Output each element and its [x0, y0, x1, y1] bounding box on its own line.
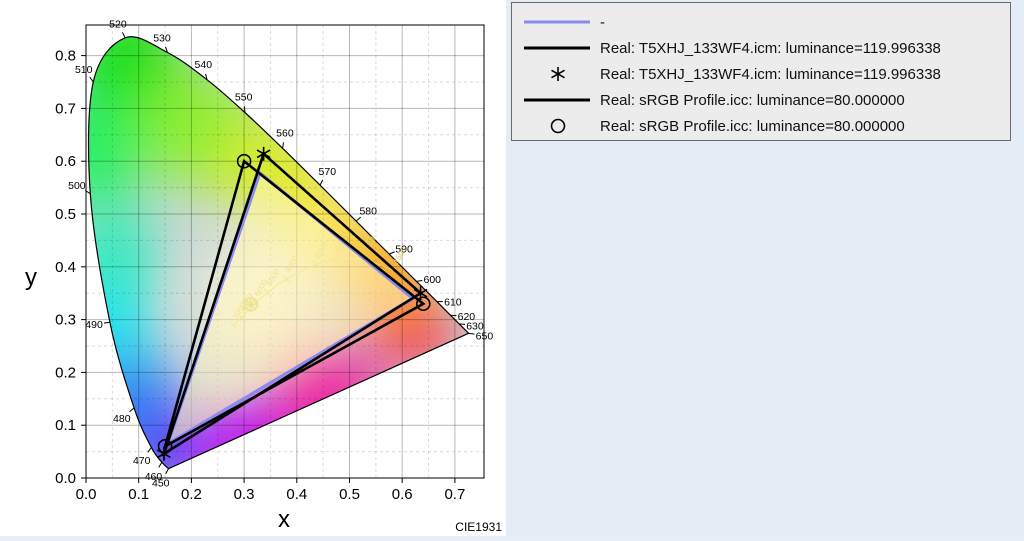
wavelength-label: 560: [276, 127, 294, 139]
wavelength-label: 510: [75, 64, 93, 76]
wavelength-label: 540: [195, 59, 213, 71]
x-tick-label: 0.0: [76, 486, 97, 503]
y-tick-label: 0.7: [55, 100, 76, 117]
y-tick-label: 0.8: [55, 48, 76, 65]
x-tick-label: 0.6: [392, 486, 413, 503]
x-tick-label: 0.2: [181, 486, 202, 503]
legend-label: -: [600, 14, 605, 31]
y-tick-label: 0.3: [55, 312, 76, 329]
legend-item: Real: sRGB Profile.icc: luminance=80.000…: [512, 87, 1010, 113]
wavelength-label: 500: [68, 180, 86, 192]
x-tick-label: 0.7: [444, 486, 465, 503]
circle-marker-icon: [520, 113, 594, 139]
wavelength-label: 550: [235, 92, 253, 104]
wavelength-label: 600: [424, 274, 442, 286]
x-tick-label: 0.4: [286, 486, 307, 503]
legend-line-swatch: [520, 87, 594, 113]
legend-label: Real: T5XHJ_133WF4.icm: luminance=119.99…: [600, 66, 941, 83]
legend-line-swatch: [520, 9, 594, 35]
wavelength-label: 520: [109, 18, 127, 30]
wavelength-label: 470: [133, 455, 151, 467]
wavelength-tick: [459, 324, 465, 325]
wavelength-label: 580: [359, 206, 377, 218]
x-tick-label: 0.5: [339, 486, 360, 503]
y-tick-label: 0.6: [55, 153, 76, 170]
wavelength-label: 460: [145, 471, 163, 483]
legend-label: Real: sRGB Profile.icc: luminance=80.000…: [600, 92, 905, 109]
y-axis-label: y: [25, 264, 37, 291]
wavelength-label: 570: [319, 166, 337, 178]
legend-item: Real: T5XHJ_133WF4.icm: luminance=119.99…: [512, 61, 1010, 87]
legend-item: -: [512, 9, 1010, 35]
legend-label: Real: sRGB Profile.icc: luminance=80.000…: [600, 118, 905, 135]
wavelength-label: 650: [476, 331, 494, 343]
x-axis-label: x: [278, 506, 290, 533]
legend: - Real: T5XHJ_133WF4.icm: luminance=119.…: [511, 2, 1011, 141]
legend-line-swatch: [520, 35, 594, 61]
asterisk-marker-icon: [520, 61, 594, 87]
wavelength-label: 490: [85, 319, 103, 331]
y-tick-label: 0.1: [55, 417, 76, 434]
legend-item: Real: T5XHJ_133WF4.icm: luminance=119.99…: [512, 35, 1010, 61]
wavelength-label: 480: [113, 413, 131, 425]
wavelength-label: 530: [153, 32, 171, 44]
y-tick-label: 0.2: [55, 364, 76, 381]
wavelength-label: 610: [444, 296, 462, 308]
y-tick-label: 0.5: [55, 206, 76, 223]
diagram-standard-label: CIE1931: [455, 520, 502, 534]
legend-item: Real: sRGB Profile.icc: luminance=80.000…: [512, 113, 1010, 139]
y-tick-label: 0.4: [55, 259, 76, 276]
cie-chromaticity-chart: 4504604704804905005105205305405505605705…: [0, 0, 506, 536]
x-tick-label: 0.1: [128, 486, 149, 503]
legend-label: Real: T5XHJ_133WF4.icm: luminance=119.99…: [600, 40, 941, 57]
x-tick-label: 0.3: [234, 486, 255, 503]
y-tick-label: 0.0: [55, 470, 76, 487]
